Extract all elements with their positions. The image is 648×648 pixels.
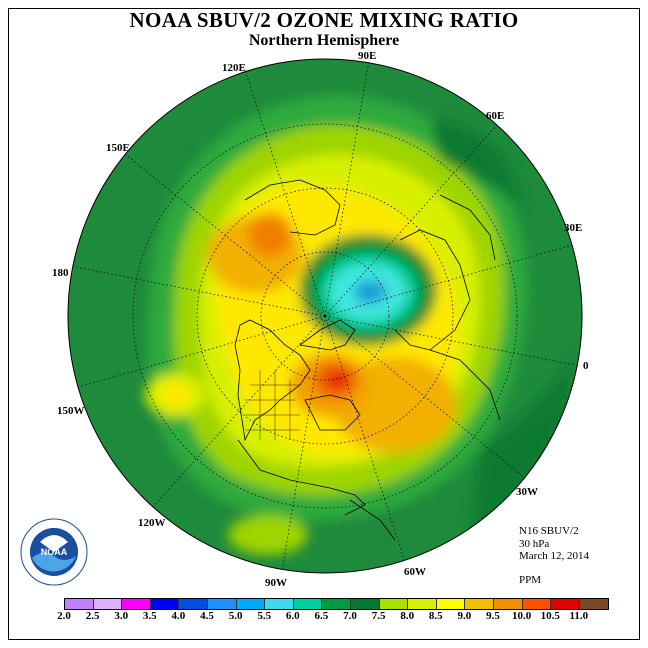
colorbar-swatch bbox=[179, 599, 208, 609]
colorbar-swatch bbox=[122, 599, 151, 609]
map-subtitle: Northern Hemisphere bbox=[248, 32, 400, 49]
ozone-field bbox=[68, 59, 582, 573]
colorbar-swatch bbox=[551, 599, 580, 609]
colorbar-tick-label: 3.0 bbox=[114, 610, 129, 622]
lon-label-90e: 90E bbox=[358, 50, 377, 62]
lon-label-90w: 90W bbox=[265, 577, 287, 589]
colorbar-swatch bbox=[350, 599, 380, 609]
noaa-logo: NOAA bbox=[20, 518, 88, 586]
colorbar-swatch bbox=[65, 599, 94, 609]
lon-label-30w: 30W bbox=[516, 486, 538, 498]
lon-label-60w: 60W bbox=[404, 566, 426, 578]
colorbar-swatch bbox=[93, 599, 123, 609]
colorbar-tick-label: 5.0 bbox=[228, 610, 243, 622]
lon-label-120w: 120W bbox=[138, 517, 166, 529]
date-label: March 12, 2014 bbox=[519, 550, 589, 562]
lon-label-150e: 150E bbox=[106, 142, 130, 154]
colorbar-swatch bbox=[436, 599, 466, 609]
colorbar-swatch bbox=[408, 599, 437, 609]
colorbar-tick-label: 4.5 bbox=[200, 610, 214, 622]
lon-label-30e: 30E bbox=[564, 222, 583, 234]
colorbar-tick-label: 8.0 bbox=[400, 610, 415, 622]
colorbar-tick-label: 6.0 bbox=[285, 610, 300, 622]
lon-label-180: 180 bbox=[52, 267, 69, 279]
colorbar-ticks: 2.0 2.5 3.0 3.5 4.0 4.5 5.0 5.5 6.0 6.5 7.0 7.5 8.0 8… bbox=[55, 610, 600, 624]
lon-label-120e: 120E bbox=[222, 62, 246, 74]
colorbar-swatch bbox=[493, 599, 523, 609]
colorbar-swatch bbox=[150, 599, 180, 609]
colorbar-tick-label: 4.0 bbox=[171, 610, 186, 622]
figure-frame bbox=[8, 8, 640, 640]
colorbar bbox=[64, 598, 610, 610]
colorbar-tick-label: 2.0 bbox=[57, 610, 71, 622]
colorbar-tick-label: 6.5 bbox=[314, 610, 329, 622]
lon-label-150w: 150W bbox=[57, 405, 85, 417]
colorbar-swatch bbox=[465, 599, 494, 609]
colorbar-swatch bbox=[236, 599, 266, 609]
colorbar-swatch bbox=[522, 599, 552, 609]
colorbar-swatch bbox=[579, 599, 609, 609]
colorbar-swatch bbox=[265, 599, 294, 609]
colorbar-tick-label: 7.0 bbox=[343, 610, 357, 622]
colorbar-swatch bbox=[207, 599, 237, 609]
units-label: PPM bbox=[519, 574, 542, 586]
lon-label-60e: 60E bbox=[486, 110, 505, 122]
colorbar-tick-label: 2.5 bbox=[85, 610, 100, 622]
instrument-label: N16 SBUV/2 bbox=[519, 525, 579, 537]
colorbar-tick-label: 10.5 bbox=[540, 610, 560, 622]
colorbar-tick-label: 10.0 bbox=[511, 610, 532, 622]
colorbar-tick-label: 7.5 bbox=[371, 610, 386, 622]
colorbar-tick-label: 9.0 bbox=[457, 610, 472, 622]
colorbar-tick-label: 5.5 bbox=[257, 610, 272, 622]
colorbar-tick-label: 11.0 bbox=[569, 610, 589, 622]
colorbar-tick-label: 9.5 bbox=[486, 610, 500, 622]
colorbar-swatch bbox=[322, 599, 351, 609]
noaa-logo-text: NOAA bbox=[41, 547, 68, 557]
colorbar-tick-label: 8.5 bbox=[428, 610, 443, 622]
colorbar-tick-label: 3.5 bbox=[142, 610, 157, 622]
colorbar-swatch bbox=[293, 599, 323, 609]
pressure-level-label: 30 hPa bbox=[519, 538, 550, 550]
lon-label-0: 0 bbox=[583, 360, 589, 372]
map-title: NOAA SBUV/2 OZONE MIXING RATIO bbox=[129, 8, 519, 32]
colorbar-swatch bbox=[379, 599, 409, 609]
